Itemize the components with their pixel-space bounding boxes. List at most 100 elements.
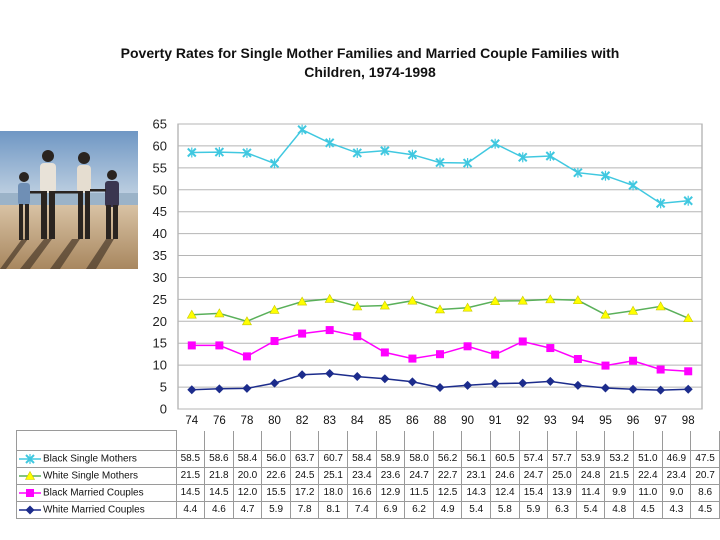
data-label-white-married-couples-97: 4.3: [661, 500, 692, 519]
data-label-white-single-mothers-80: 22.6: [261, 466, 291, 485]
data-label-black-single-mothers-94: 53.9: [575, 449, 606, 468]
point-black-single-mothers-90: [462, 158, 473, 169]
point-black-single-mothers-80: [269, 158, 280, 169]
x-tick-label-82: 82: [296, 415, 309, 427]
point-white-single-mothers-97: [655, 301, 666, 311]
data-label-black-married-couples-83: 18.0: [318, 483, 349, 502]
point-black-married-couples-97: [656, 365, 665, 374]
point-black-single-mothers-83: [324, 137, 335, 148]
data-label-black-single-mothers-93: 57.7: [547, 449, 577, 468]
point-white-single-mothers-98: [683, 313, 694, 323]
point-black-single-mothers-85: [380, 145, 390, 156]
data-label-white-married-couples-86: 6.2: [404, 500, 434, 519]
x-tick-label-94: 94: [571, 415, 584, 427]
data-label-white-married-couples-84: 7.4: [347, 500, 377, 519]
data-label-black-single-mothers-74: 58.5: [175, 449, 206, 468]
point-white-married-couples-80: [270, 378, 280, 388]
series-black-single-mothers: [187, 124, 693, 209]
data-label-black-married-couples-93: 13.9: [547, 483, 577, 502]
data-label-white-married-couples-85: 6.9: [375, 500, 406, 519]
point-black-married-couples-84: [353, 332, 362, 341]
data-label-white-married-couples-95: 4.8: [604, 500, 634, 519]
data-label-white-single-mothers-98: 20.7: [690, 466, 720, 485]
data-label-white-single-mothers-83: 25.1: [318, 466, 349, 485]
x-tick-label-91: 91: [489, 415, 502, 427]
data-label-black-married-couples-78: 12.0: [232, 483, 263, 502]
data-label-white-married-couples-83: 8.1: [318, 500, 349, 519]
point-black-single-mothers-96: [628, 180, 638, 191]
point-black-single-mothers-88: [435, 157, 445, 168]
point-white-married-couples-78: [242, 383, 252, 393]
data-label-white-married-couples-76: 4.6: [204, 500, 234, 519]
data-label-white-single-mothers-94: 24.8: [575, 466, 606, 485]
point-black-single-mothers-92: [518, 152, 528, 163]
point-black-single-mothers-86: [407, 149, 418, 160]
legend-swatch-white-single-mothers: [19, 470, 41, 480]
point-white-married-couples-95: [600, 383, 610, 393]
data-label-black-married-couples-95: 9.9: [604, 483, 634, 502]
data-label-white-single-mothers-86: 24.7: [404, 466, 434, 485]
point-black-married-couples-94: [573, 355, 582, 364]
data-label-black-single-mothers-98: 47.5: [690, 449, 720, 468]
point-black-married-couples-98: [684, 367, 693, 376]
point-black-married-couples-88: [436, 350, 444, 359]
point-white-single-mothers-94: [572, 295, 583, 305]
x-tick-label-85: 85: [378, 415, 391, 427]
point-white-single-mothers-80: [269, 304, 280, 314]
point-black-married-couples-83: [325, 326, 334, 335]
point-black-single-mothers-94: [573, 167, 583, 178]
data-label-black-single-mothers-88: 56.2: [432, 449, 463, 468]
data-label-black-single-mothers-91: 60.5: [490, 449, 520, 468]
point-white-married-couples-82: [297, 370, 307, 380]
data-label-white-single-mothers-92: 24.7: [518, 466, 549, 485]
series-black-married-couples: [187, 326, 693, 376]
table-row: Black Married Couples 14.5 14.5 12.0 15.5 17.…: [16, 483, 720, 502]
data-label-black-single-mothers-92: 57.4: [518, 449, 549, 468]
x-tick-label-98: 98: [682, 415, 695, 427]
legend-swatch-black-married-couples: [19, 488, 41, 497]
data-label-black-single-mothers-83: 60.7: [318, 449, 349, 468]
data-label-black-single-mothers-84: 58.4: [347, 449, 377, 468]
series-white-single-mothers: [186, 293, 694, 326]
chart-title: Poverty Rates for Single Mother Families…: [60, 44, 680, 82]
y-tick-label-35: 35: [153, 248, 167, 263]
point-white-single-mothers-91: [490, 296, 501, 305]
y-tick-label-40: 40: [153, 226, 167, 241]
point-black-single-mothers-98: [683, 195, 693, 206]
point-black-married-couples-93: [546, 344, 555, 353]
point-white-married-couples-90: [463, 380, 473, 390]
data-label-black-married-couples-74: 14.5: [175, 483, 206, 502]
data-label-white-married-couples-91: 5.8: [490, 500, 520, 519]
point-white-married-couples-84: [352, 372, 362, 382]
family-photo: [0, 131, 138, 269]
data-label-white-single-mothers-91: 24.6: [490, 466, 520, 485]
photo-sea: [0, 193, 138, 207]
data-label-black-married-couples-80: 15.5: [261, 483, 291, 502]
photo-figures: [18, 150, 119, 240]
table-row: Black Single Mothers 58.5 58.6 58.4 56.0 63.7…: [16, 449, 720, 468]
legend-entry-white-single-mothers: White Single Mothers: [16, 466, 177, 485]
data-label-black-single-mothers-90: 56.1: [461, 449, 492, 468]
point-black-single-mothers-74: [187, 147, 197, 158]
data-label-black-married-couples-92: 15.4: [518, 483, 549, 502]
point-white-married-couples-86: [407, 377, 417, 387]
point-white-single-mothers-96: [628, 305, 639, 315]
y-tick-label-45: 45: [153, 204, 167, 219]
data-label-white-married-couples-96: 4.5: [633, 500, 663, 519]
x-tick-label-78: 78: [241, 415, 254, 427]
data-label-black-single-mothers-80: 56.0: [261, 449, 291, 468]
gridlines: [178, 123, 702, 410]
x-tick-label-90: 90: [461, 415, 474, 427]
data-label-white-married-couples-94: 5.4: [575, 500, 606, 519]
point-white-married-couples-93: [545, 376, 555, 386]
point-white-married-couples-88: [435, 383, 445, 393]
point-black-single-mothers-97: [655, 198, 666, 209]
x-tick-label-84: 84: [351, 415, 364, 427]
x-tick-label-86: 86: [406, 415, 419, 427]
legend-entry-black-married-couples: Black Married Couples: [16, 483, 177, 502]
x-tick-label-95: 95: [599, 415, 612, 427]
data-label-black-single-mothers-97: 46.9: [661, 449, 692, 468]
point-black-married-couples-96: [629, 356, 638, 365]
point-black-single-mothers-91: [490, 138, 500, 149]
